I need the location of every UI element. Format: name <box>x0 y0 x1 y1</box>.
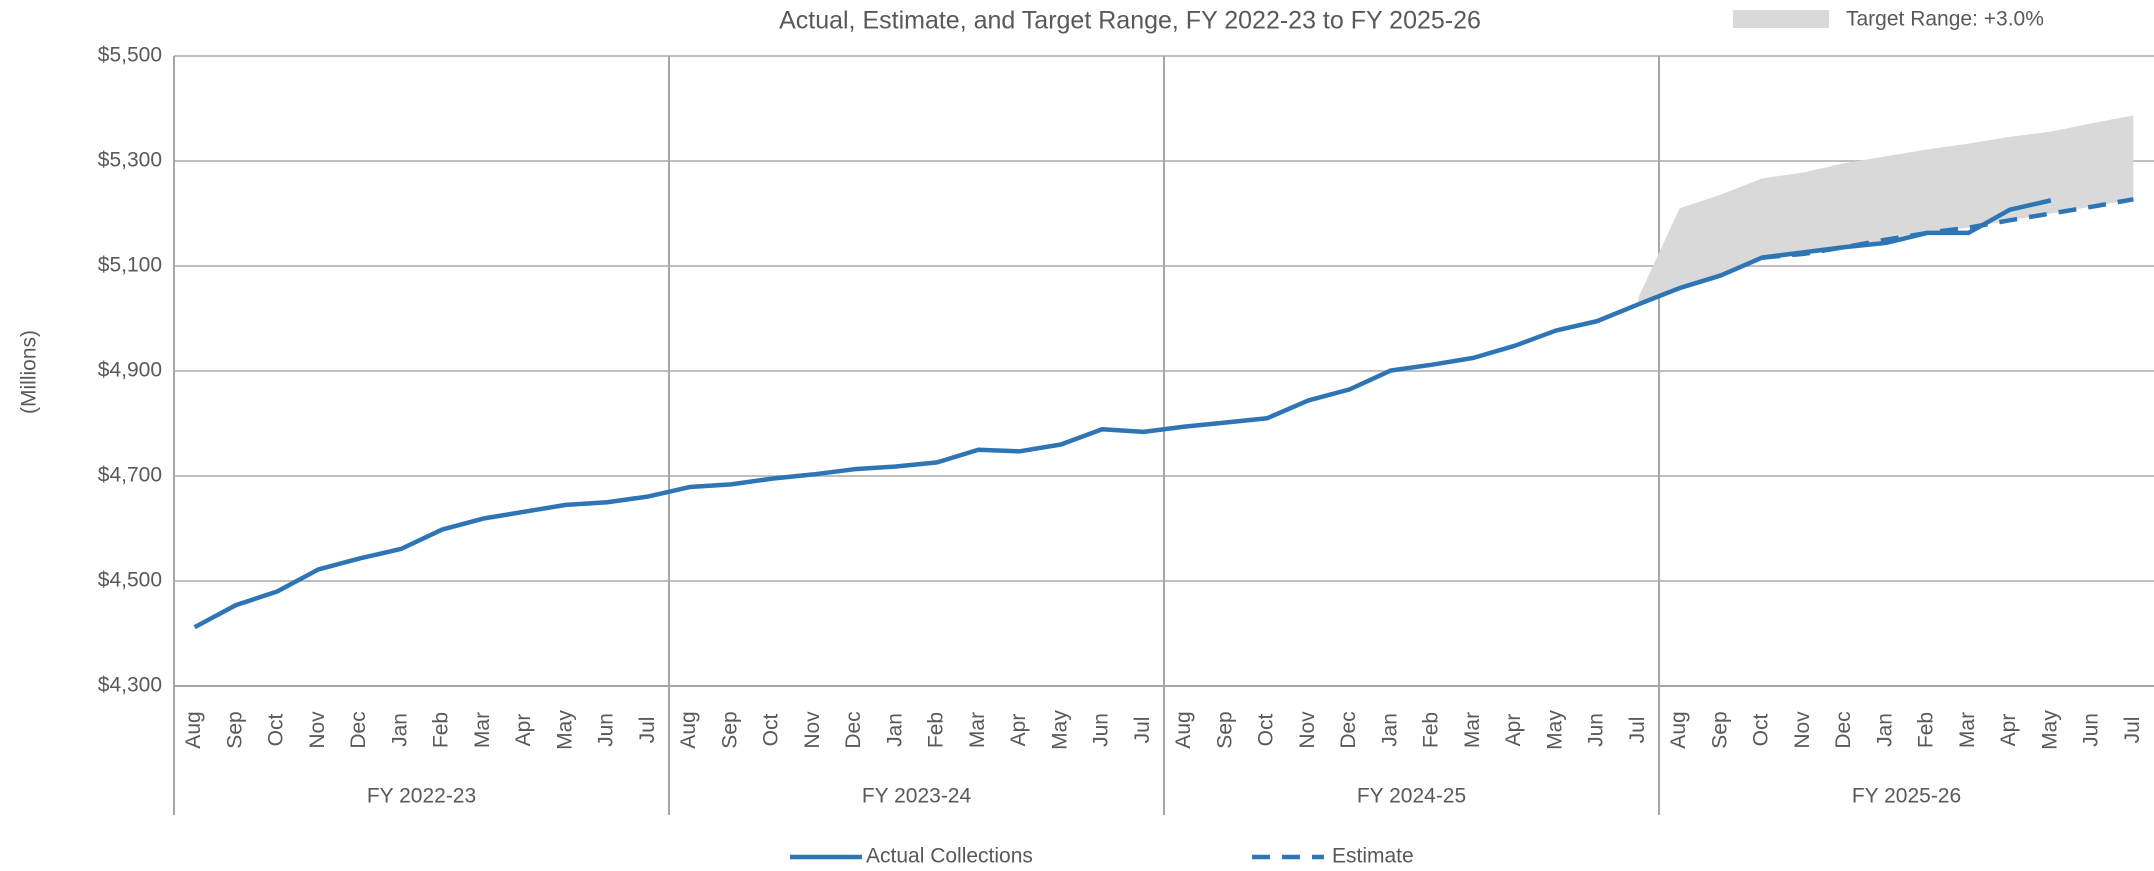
x-tick-label: Feb <box>1420 712 1443 748</box>
x-tick-label: Apr <box>1007 714 1030 747</box>
x-tick-label: Oct <box>1255 714 1278 747</box>
x-tick-label: Aug <box>1667 711 1690 748</box>
x-tick-label: Jun <box>1090 713 1113 747</box>
x-tick-label: Jun <box>595 713 618 747</box>
x-tick-label: Sep <box>1708 711 1731 748</box>
x-tick-label: Oct <box>265 714 288 747</box>
x-tick-label: Dec <box>1832 711 1855 748</box>
x-tick-label: Jan <box>1873 713 1896 747</box>
x-tick-label: Jul <box>1626 717 1649 744</box>
x-tick-label: Aug <box>182 711 205 748</box>
x-tick-label: Mar <box>471 712 494 748</box>
x-tick-label: Dec <box>1337 711 1360 748</box>
y-tick-label: $4,900 <box>98 359 162 382</box>
legend-label: Estimate <box>1332 845 1414 868</box>
x-tick-label: Mar <box>1956 712 1979 748</box>
legend-swatch <box>1733 10 1829 28</box>
x-tick-label: Oct <box>1750 714 1773 747</box>
x-tick-label: May <box>1543 710 1566 750</box>
x-tick-label: Mar <box>1461 712 1484 748</box>
x-tick-label: Mar <box>966 712 989 748</box>
group-label: FY 2025-26 <box>1852 785 1961 808</box>
x-tick-label: Sep <box>223 711 246 748</box>
x-tick-label: Nov <box>801 711 824 749</box>
x-tick-label: Apr <box>512 714 535 747</box>
chart-title: Actual, Estimate, and Target Range, FY 2… <box>779 7 1481 35</box>
x-tick-label: Sep <box>718 711 741 748</box>
x-tick-label: Aug <box>677 711 700 748</box>
y-axis-label: (Millions) <box>18 330 41 414</box>
estimate-line <box>1761 197 2134 260</box>
legend-label: Actual Collections <box>866 845 1033 868</box>
x-tick-label: Sep <box>1213 711 1236 748</box>
x-tick-label: Jan <box>1378 713 1401 747</box>
x-tick-label: Aug <box>1172 711 1195 748</box>
x-tick-label: Oct <box>760 714 783 747</box>
y-tick-label: $4,500 <box>98 569 162 592</box>
x-tick-label: Apr <box>1502 714 1525 747</box>
x-tick-label: Jan <box>883 713 906 747</box>
group-label: FY 2024-25 <box>1357 785 1466 808</box>
y-tick-label: $5,100 <box>98 254 162 277</box>
x-tick-label: Dec <box>347 711 370 748</box>
y-tick-label: $5,500 <box>98 44 162 67</box>
x-tick-label: Jul <box>1131 717 1154 744</box>
x-tick-label: Apr <box>1997 714 2020 747</box>
y-tick-label: $5,300 <box>98 149 162 172</box>
y-tick-label: $4,300 <box>98 674 162 697</box>
y-tick-label: $4,700 <box>98 464 162 487</box>
x-tick-label: Jun <box>1585 713 1608 747</box>
x-tick-label: Jan <box>388 713 411 747</box>
x-tick-label: May <box>1048 710 1071 750</box>
actual-line <box>193 198 2052 630</box>
group-label: FY 2023-24 <box>862 785 972 808</box>
x-tick-label: Feb <box>1915 712 1938 748</box>
x-tick-label: Nov <box>1791 711 1814 749</box>
x-tick-label: Jun <box>2080 713 2103 747</box>
x-tick-label: May <box>2038 710 2061 750</box>
x-tick-label: Feb <box>925 712 948 748</box>
x-tick-label: Nov <box>1296 711 1319 749</box>
x-tick-label: Nov <box>306 711 329 749</box>
x-tick-label: Feb <box>430 712 453 748</box>
x-tick-label: Dec <box>842 711 865 748</box>
x-tick-label: Jul <box>2121 717 2144 744</box>
x-tick-label: Jul <box>636 717 659 744</box>
legend-label: Target Range: +3.0% <box>1846 8 2044 31</box>
x-tick-label: May <box>553 710 576 750</box>
group-label: FY 2022-23 <box>367 785 476 808</box>
